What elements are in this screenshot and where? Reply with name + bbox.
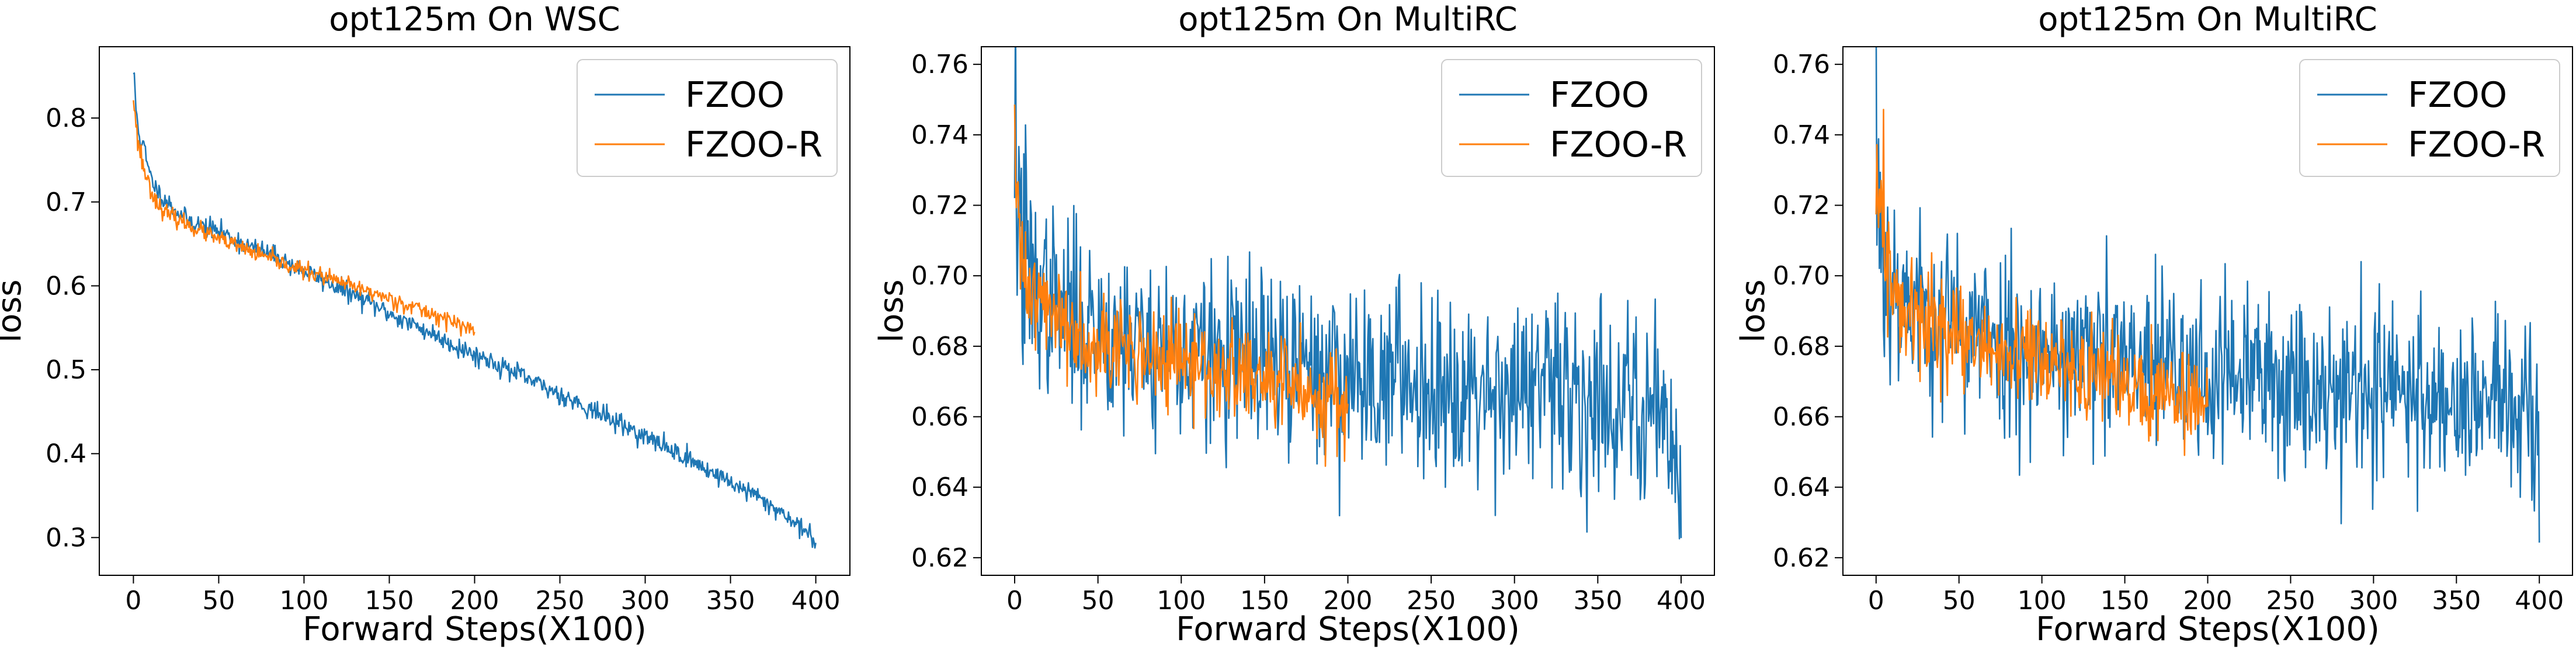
x-tick-label: 50 [1082, 586, 1115, 616]
legend-box [1441, 59, 1702, 177]
x-tick-label: 0 [1006, 586, 1023, 616]
y-tick-label: 0.8 [46, 103, 86, 133]
y-tick-label: 0.76 [1773, 50, 1830, 79]
x-tick-label: 350 [1573, 586, 1622, 616]
y-tick-label: 0.72 [911, 191, 968, 221]
series-line-fzoo-r [1013, 104, 1349, 467]
x-tick-label: 400 [2515, 586, 2564, 616]
y-tick-label: 0.76 [911, 50, 968, 79]
y-tick-label: 0.4 [46, 439, 86, 469]
legend-label: FZOO-R [685, 124, 822, 165]
x-axis-label: Forward Steps(X100) [2036, 610, 2380, 648]
x-tick-label: 200 [2183, 586, 2233, 616]
x-tick-label: 150 [1240, 586, 1289, 616]
x-tick-label: 400 [1657, 586, 1706, 616]
y-tick-label: 0.5 [46, 355, 86, 385]
y-tick-label: 0.68 [1773, 332, 1830, 362]
x-tick-label: 0 [125, 586, 141, 616]
series-line-fzoo-r [1875, 109, 2209, 456]
y-axis-label: loss [0, 279, 29, 342]
x-tick-label: 350 [2432, 586, 2481, 616]
x-tick-label: 400 [791, 586, 841, 616]
series-line-fzoo [133, 72, 817, 549]
x-tick-label: 100 [1157, 586, 1206, 616]
chart-panel-2: 0 50 100 150 200 250 300 350 400 0.62 0.64 0.66 0.68… [873, 1, 1715, 648]
x-tick-label: 250 [536, 586, 585, 616]
y-tick-label: 0.66 [911, 402, 968, 432]
chart-title: opt125m On WSC [329, 1, 620, 39]
legend-label: FZOO-R [1550, 124, 1687, 165]
legend: FZOO FZOO-R [2299, 59, 2560, 177]
x-tick-label: 300 [2349, 586, 2398, 616]
series-line-fzoo [1875, 47, 2540, 543]
chart-title: opt125m On MultiRC [1178, 1, 1517, 39]
legend: FZOO FZOO-R [1441, 59, 1702, 177]
x-tick-label: 100 [2018, 586, 2067, 616]
legend-label: FZOO [1550, 75, 1649, 116]
y-tick-label: 0.3 [46, 523, 86, 553]
x-tick-label: 50 [1943, 586, 1976, 616]
x-tick-label: 150 [364, 586, 414, 616]
x-tick-label: 200 [1324, 586, 1373, 616]
y-tick-label: 0.74 [1773, 120, 1830, 150]
x-tick-label: 200 [450, 586, 499, 616]
y-tick-label: 0.68 [911, 332, 968, 362]
x-tick-label: 250 [1407, 586, 1456, 616]
y-tick-label: 0.66 [1773, 402, 1830, 432]
legend-box [2299, 59, 2560, 177]
y-axis-label: loss [873, 279, 911, 342]
x-tick-label: 300 [1490, 586, 1539, 616]
y-tick-label: 0.7 [46, 187, 86, 217]
legend-label: FZOO-R [2408, 124, 2545, 165]
x-tick-label: 250 [2266, 586, 2315, 616]
y-tick-label: 0.6 [46, 271, 86, 301]
y-tick-label: 0.70 [911, 261, 968, 291]
legend: FZOO FZOO-R [577, 59, 838, 177]
chart-panel-1: 0 50 100 150 200 250 300 350 400 0.3 0.4 0.5 0.6 0.7 0… [0, 1, 850, 648]
y-tick-label: 0.62 [1773, 543, 1830, 573]
x-tick-label: 300 [621, 586, 670, 616]
chart-title: opt125m On MultiRC [2038, 1, 2377, 39]
y-tick-label: 0.62 [911, 543, 968, 573]
x-tick-label: 0 [1868, 586, 1884, 616]
legend-label: FZOO [685, 75, 784, 116]
legend-box [577, 59, 838, 177]
x-tick-label: 100 [279, 586, 328, 616]
x-tick-label: 50 [202, 586, 235, 616]
x-tick-label: 150 [2101, 586, 2150, 616]
y-tick-label: 0.72 [1773, 191, 1830, 221]
y-tick-label: 0.64 [1773, 473, 1830, 502]
x-axis-label: Forward Steps(X100) [303, 610, 647, 648]
x-tick-label: 350 [706, 586, 755, 616]
y-tick-label: 0.74 [911, 120, 968, 150]
chart-panel-3: 0 50 100 150 200 250 300 350 400 0.62 0.64 0.66 0.68… [1734, 1, 2573, 648]
legend-label: FZOO [2408, 75, 2507, 116]
y-tick-label: 0.64 [911, 473, 968, 502]
y-tick-label: 0.70 [1773, 261, 1830, 291]
x-axis-label: Forward Steps(X100) [1176, 610, 1520, 648]
y-axis-label: loss [1734, 279, 1772, 342]
series-line-fzoo-r [133, 100, 475, 337]
